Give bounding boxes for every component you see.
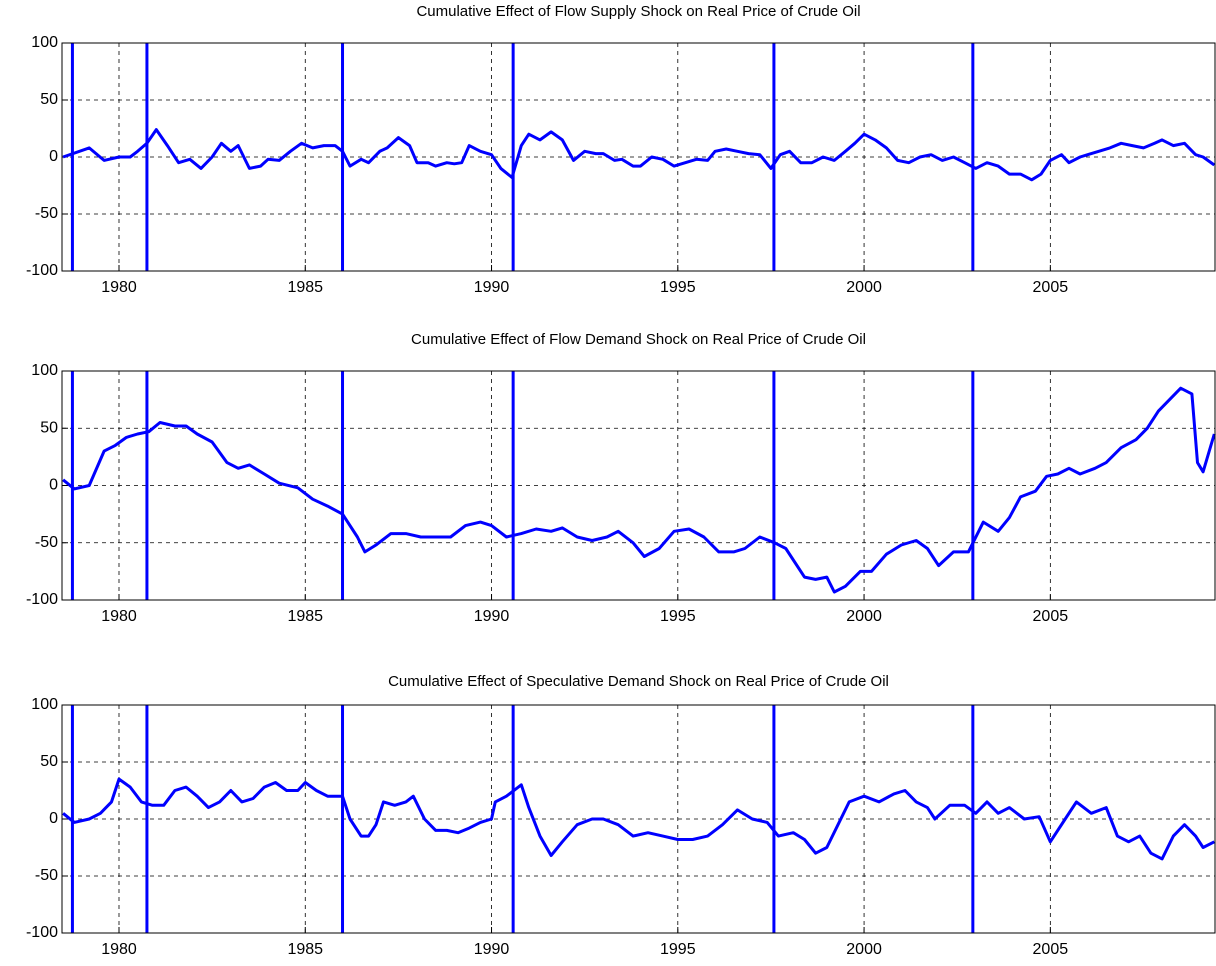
axes-box [61, 704, 1216, 934]
x-tick-label: 1985 [287, 279, 323, 296]
y-tick-label: 50 [40, 753, 58, 770]
y-tick-label: -50 [35, 205, 58, 222]
y-tick-label: 0 [49, 810, 58, 827]
y-tick-label: 0 [49, 477, 58, 494]
y-tick-label: -100 [26, 924, 58, 941]
plot-area [62, 43, 1216, 271]
x-tick-label: 1980 [101, 941, 137, 958]
axes-box [61, 42, 1216, 272]
x-tick-label: 1995 [660, 279, 696, 296]
data-line [62, 128, 1216, 182]
y-tick-label: 50 [40, 419, 58, 436]
y-tick-label: 50 [40, 91, 58, 108]
y-tick-label: 0 [49, 148, 58, 165]
x-tick-label: 1990 [474, 608, 510, 625]
x-tick-label: 2005 [1033, 941, 1069, 958]
x-tick-label: 1980 [101, 279, 137, 296]
x-tick-label: 2000 [846, 941, 882, 958]
x-tick-label: 2005 [1033, 279, 1069, 296]
x-tick-label: 1990 [474, 941, 510, 958]
x-tick-label: 2000 [846, 608, 882, 625]
x-tick-label: 1980 [101, 608, 137, 625]
y-tick-label: 100 [31, 34, 58, 51]
data-line [62, 386, 1216, 594]
chart-title: Cumulative Effect of Speculative Demand … [388, 673, 889, 690]
x-tick-label: 1990 [474, 279, 510, 296]
y-tick-label: -100 [26, 591, 58, 608]
x-tick-label: 1985 [287, 941, 323, 958]
x-tick-label: 1995 [660, 941, 696, 958]
y-tick-label: -50 [35, 534, 58, 551]
y-tick-label: -100 [26, 262, 58, 279]
x-tick-label: 1985 [287, 608, 323, 625]
subplot: Cumulative Effect of Flow Supply Shock o… [26, 3, 1216, 296]
subplot: Cumulative Effect of Flow Demand Shock o… [26, 331, 1216, 625]
x-tick-label: 2005 [1033, 608, 1069, 625]
data-line [62, 777, 1215, 861]
chart-title: Cumulative Effect of Flow Demand Shock o… [411, 331, 866, 348]
x-tick-label: 2000 [846, 279, 882, 296]
axes-box [61, 370, 1216, 601]
y-tick-label: 100 [31, 696, 58, 713]
subplot: Cumulative Effect of Speculative Demand … [26, 673, 1216, 958]
y-tick-label: 100 [31, 362, 58, 379]
plot-area [62, 705, 1215, 933]
chart-title: Cumulative Effect of Flow Supply Shock o… [416, 3, 860, 20]
x-tick-label: 1995 [660, 608, 696, 625]
y-tick-label: -50 [35, 867, 58, 884]
plot-area [62, 371, 1216, 600]
